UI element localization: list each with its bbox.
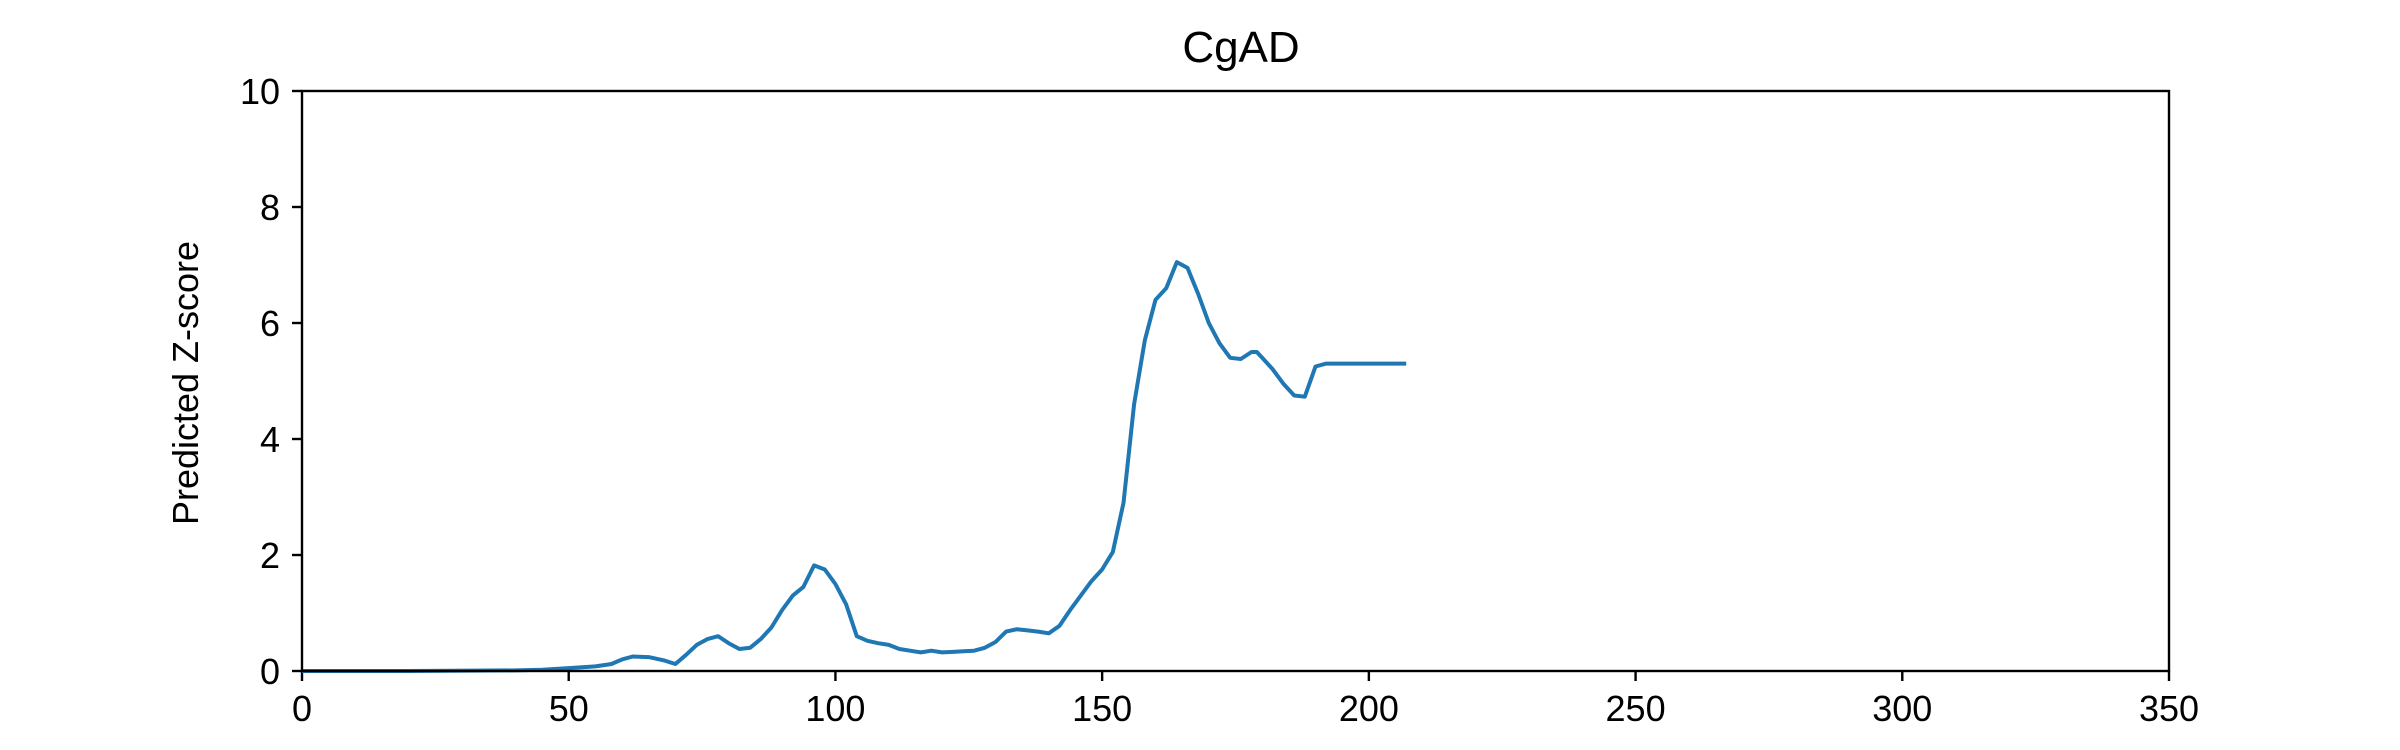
x-tick-label: 0 [292,688,312,729]
plot-frame [300,89,2171,673]
series-line-0 [302,260,1407,673]
ticks-layer: 0 50 100 150 200 250 300 350 0 2 4 6 8 10 [240,71,2199,729]
y-tick-label: 10 [240,71,280,112]
x-tick-label: 350 [2139,688,2199,729]
x-tick-label: 100 [805,688,865,729]
x-tick-label: 150 [1072,688,1132,729]
x-tick-label: 200 [1339,688,1399,729]
y-axis-label: Predicted Z-score [165,241,206,525]
y-tick-label: 8 [260,187,280,228]
x-tick-label: 50 [549,688,589,729]
y-tick-label: 0 [260,651,280,692]
chart-title: CgAD [1182,23,1299,72]
x-tick-label: 300 [1872,688,1932,729]
x-tick-label: 250 [1606,688,1666,729]
y-tick-label: 6 [260,303,280,344]
series-layer [302,260,1407,673]
y-tick-label: 4 [260,419,280,460]
y-tick-label: 2 [260,535,280,576]
